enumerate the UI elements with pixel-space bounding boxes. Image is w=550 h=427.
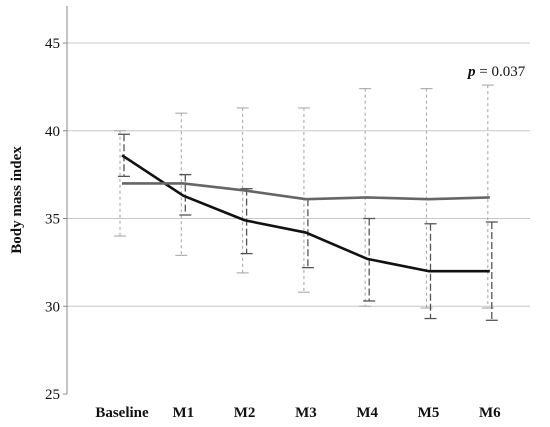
p-value-text: = 0.037 xyxy=(476,64,526,80)
x-tick-label-m5: M5 xyxy=(418,405,440,421)
error-bars xyxy=(114,84,498,321)
y-axis-title: Body mass index xyxy=(9,146,25,254)
x-tick-label-baseline: Baseline xyxy=(95,405,149,421)
y-tick-label-30: 30 xyxy=(45,299,60,315)
error-bar-s1-m1 xyxy=(179,173,192,216)
p-value-symbol: p xyxy=(466,64,476,80)
series-1-line xyxy=(121,154,490,273)
x-ticks: Baseline M1 M2 M3 M4 M5 M6 xyxy=(95,405,501,421)
p-value-annotation: p = 0.037 xyxy=(466,64,526,80)
y-tick-label-35: 35 xyxy=(45,212,60,228)
error-bar-s1-m6 xyxy=(485,221,498,321)
error-bar-s2-baseline xyxy=(114,130,126,237)
x-tick-label-m1: M1 xyxy=(172,405,194,421)
x-tick-label-m4: M4 xyxy=(356,405,378,421)
error-bar-s2-m2 xyxy=(236,107,249,274)
error-bar-s1-m5 xyxy=(424,223,437,320)
x-tick-label-m2: M2 xyxy=(234,405,256,421)
gridlines xyxy=(67,42,530,307)
series-2-line xyxy=(122,182,490,201)
y-tick-label-45: 45 xyxy=(45,36,60,52)
y-ticks: 25 30 35 40 45 xyxy=(45,36,67,403)
series-lines xyxy=(121,154,490,273)
x-tick-label-m6: M6 xyxy=(479,405,501,421)
error-bar-s2-m1 xyxy=(175,112,188,256)
y-tick-label-40: 40 xyxy=(45,124,60,140)
y-tick-label-25: 25 xyxy=(45,387,60,403)
x-tick-label-m3: M3 xyxy=(295,405,317,421)
